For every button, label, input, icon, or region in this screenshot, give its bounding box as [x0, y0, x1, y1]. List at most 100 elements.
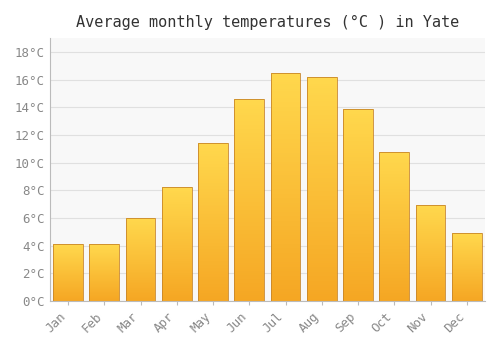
Bar — [270, 244, 300, 246]
Bar — [380, 295, 409, 296]
Bar — [198, 231, 228, 233]
Bar — [198, 282, 228, 284]
Bar — [53, 270, 83, 271]
Bar — [270, 262, 300, 264]
Bar — [53, 281, 83, 282]
Bar — [452, 238, 482, 239]
Bar — [452, 270, 482, 271]
Bar — [380, 219, 409, 220]
Bar — [416, 270, 446, 271]
Bar — [416, 218, 446, 219]
Bar — [234, 267, 264, 268]
Bar — [198, 266, 228, 268]
Bar — [126, 297, 156, 298]
Bar — [343, 188, 373, 189]
Bar — [380, 184, 409, 186]
Bar — [416, 239, 446, 240]
Bar — [90, 257, 119, 258]
Bar — [380, 260, 409, 262]
Bar — [307, 187, 336, 189]
Bar — [198, 156, 228, 158]
Bar — [198, 183, 228, 184]
Bar — [198, 198, 228, 200]
Bar — [198, 243, 228, 244]
Bar — [307, 133, 336, 135]
Bar — [343, 130, 373, 132]
Bar — [343, 122, 373, 124]
Bar — [343, 128, 373, 130]
Bar — [126, 252, 156, 253]
Bar — [307, 249, 336, 252]
Bar — [452, 296, 482, 297]
Bar — [234, 123, 264, 125]
Bar — [162, 231, 192, 232]
Bar — [416, 254, 446, 255]
Bar — [162, 211, 192, 212]
Bar — [343, 268, 373, 270]
Bar — [343, 299, 373, 301]
Bar — [380, 214, 409, 216]
Bar — [234, 240, 264, 242]
Bar — [162, 238, 192, 240]
Bar — [126, 300, 156, 301]
Bar — [198, 224, 228, 225]
Bar — [126, 298, 156, 299]
Bar — [343, 201, 373, 203]
Bar — [343, 170, 373, 172]
Bar — [343, 260, 373, 262]
Bar — [198, 222, 228, 224]
Bar — [126, 292, 156, 293]
Bar — [343, 174, 373, 176]
Bar — [416, 248, 446, 249]
Bar — [162, 240, 192, 241]
Bar — [162, 279, 192, 280]
Bar — [452, 279, 482, 280]
Bar — [162, 188, 192, 189]
Bar — [343, 266, 373, 268]
Bar — [343, 189, 373, 191]
Bar — [162, 245, 192, 246]
Bar — [162, 228, 192, 230]
Bar — [162, 197, 192, 198]
Bar — [270, 178, 300, 180]
Bar — [416, 238, 446, 239]
Bar — [416, 241, 446, 242]
Bar — [452, 263, 482, 264]
Bar — [198, 176, 228, 178]
Bar — [234, 208, 264, 210]
Bar — [162, 259, 192, 260]
Bar — [270, 196, 300, 198]
Bar — [307, 236, 336, 238]
Bar — [162, 276, 192, 277]
Bar — [307, 111, 336, 113]
Bar — [452, 293, 482, 294]
Bar — [234, 188, 264, 190]
Bar — [380, 189, 409, 190]
Bar — [234, 234, 264, 236]
Bar — [53, 252, 83, 253]
Bar — [126, 275, 156, 276]
Bar — [234, 276, 264, 279]
Bar — [198, 195, 228, 197]
Bar — [343, 155, 373, 157]
Bar — [416, 256, 446, 257]
Bar — [234, 285, 264, 287]
Bar — [307, 171, 336, 173]
Bar — [416, 268, 446, 270]
Bar — [162, 264, 192, 265]
Bar — [452, 256, 482, 257]
Bar — [380, 163, 409, 165]
Bar — [343, 220, 373, 222]
Bar — [416, 280, 446, 281]
Bar — [307, 279, 336, 281]
Bar — [380, 279, 409, 280]
Bar — [416, 253, 446, 254]
Bar — [126, 228, 156, 229]
Bar — [416, 237, 446, 238]
Bar — [126, 261, 156, 262]
Bar — [452, 268, 482, 269]
Bar — [126, 290, 156, 291]
Bar — [270, 171, 300, 173]
Bar — [234, 113, 264, 115]
Bar — [198, 205, 228, 206]
